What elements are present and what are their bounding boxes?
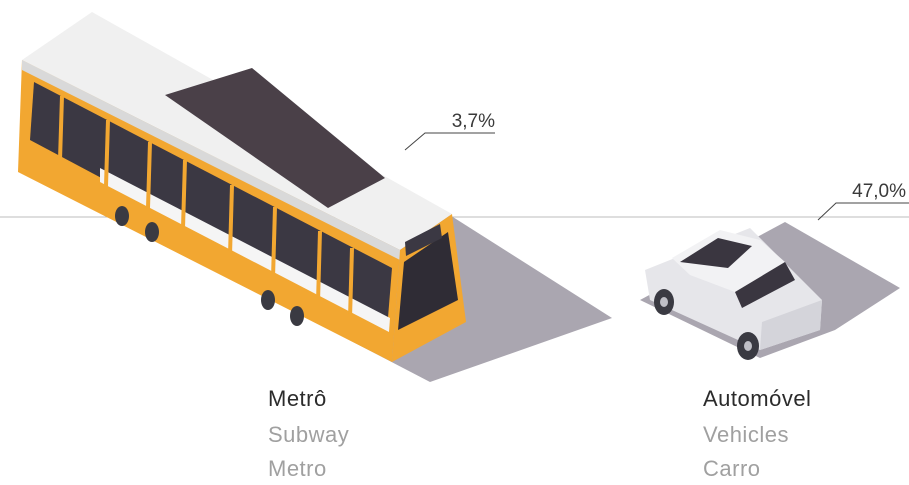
label-english: Vehicles bbox=[703, 422, 789, 447]
label-spanish: Carro bbox=[703, 456, 761, 481]
label-spanish: Metro bbox=[268, 456, 327, 481]
percentage: 47,0% bbox=[852, 181, 906, 202]
infographic: 3,7% 47,0% Metrô Subway Metro Automóvel … bbox=[0, 0, 909, 485]
label-portuguese: Metrô bbox=[268, 386, 327, 411]
percentage: 3,7% bbox=[452, 111, 495, 132]
label-english: Subway bbox=[268, 422, 349, 447]
tram-illustration bbox=[18, 12, 466, 362]
leader-line bbox=[405, 133, 495, 150]
label-portuguese: Automóvel bbox=[703, 386, 811, 411]
